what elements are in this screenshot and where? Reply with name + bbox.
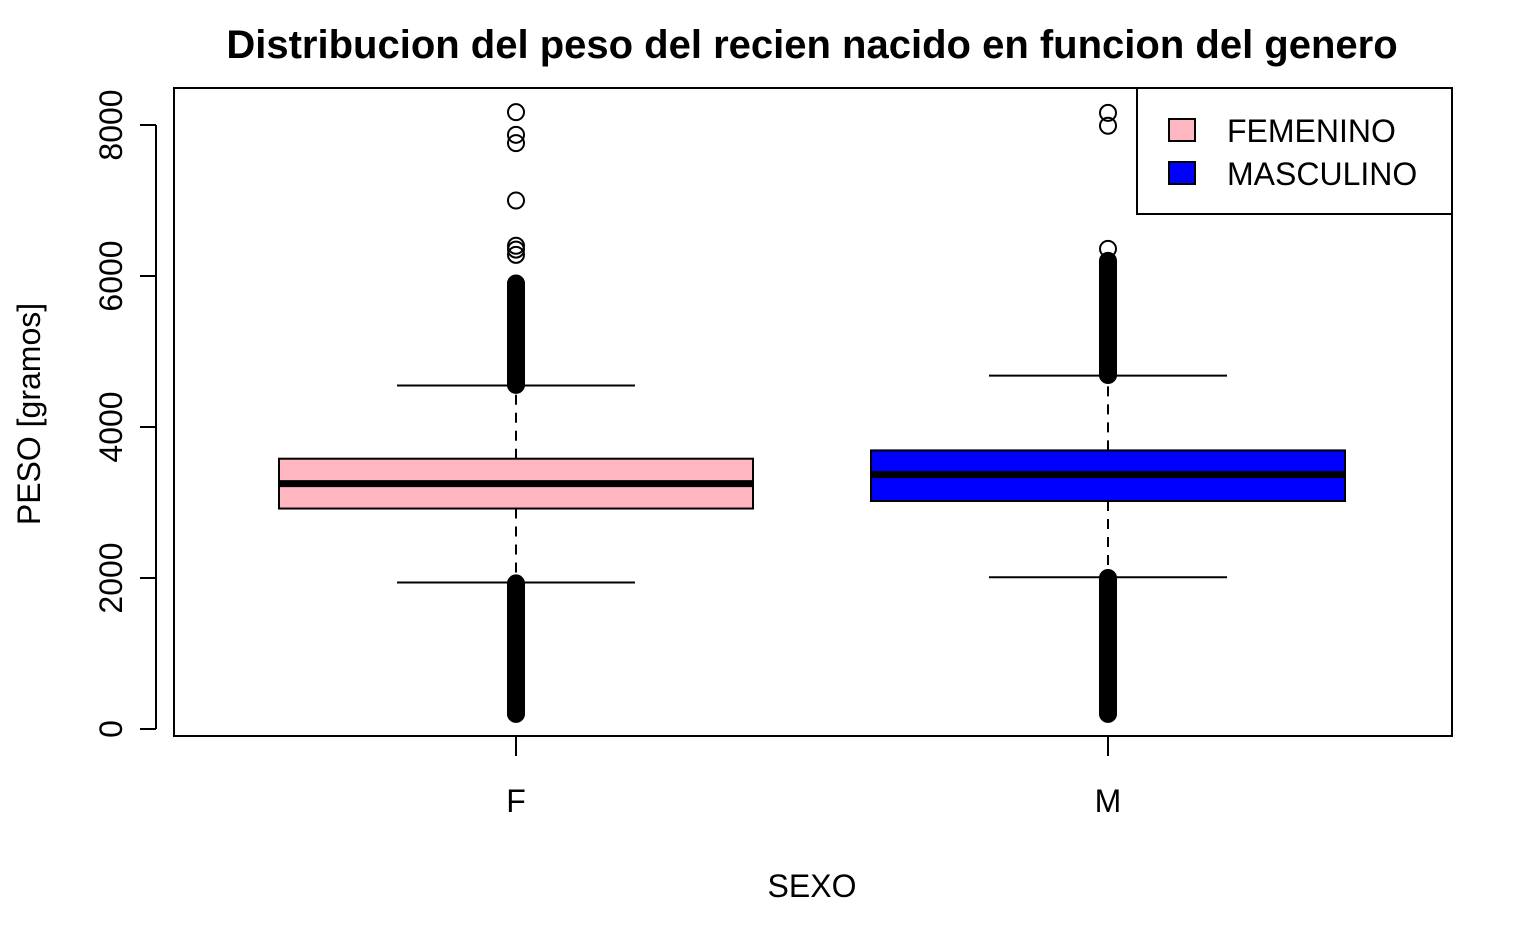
y-tick-label: 6000 (93, 240, 129, 311)
outlier-point (1099, 252, 1117, 271)
legend-swatch (1168, 118, 1196, 142)
legend-label: FEMENINO (1227, 113, 1396, 149)
x-axis-label: SEXO (768, 868, 857, 904)
x-tick-label: M (1095, 783, 1122, 819)
outlier-point (507, 275, 525, 294)
x-tick-label: F (506, 783, 526, 819)
y-tick-label: 8000 (93, 89, 129, 160)
y-axis-label: PESO [gramos] (11, 303, 47, 525)
y-tick-label: 4000 (93, 391, 129, 462)
outlier-point (507, 191, 525, 210)
outlier-point (507, 134, 525, 153)
chart-title: Distribucion del peso del recien nacido … (226, 23, 1397, 67)
y-axis: 0 2000 4000 6000 8000 (93, 89, 157, 738)
box-group-M (870, 103, 1346, 723)
outlier-point (507, 245, 525, 264)
legend: FEMENINO MASCULINO (1136, 87, 1453, 215)
legend-box (1136, 87, 1453, 215)
outlier-point (1099, 116, 1117, 135)
y-tick-label: 0 (93, 720, 129, 738)
legend-swatch (1168, 161, 1196, 185)
boxes-layer (278, 103, 1346, 723)
outlier-point (507, 236, 525, 255)
outlier-point (507, 125, 525, 144)
legend-label: MASCULINO (1227, 156, 1417, 192)
outlier-point (507, 103, 525, 122)
outlier-point (507, 574, 525, 593)
y-tick-label: 2000 (93, 542, 129, 613)
outlier-point (1099, 569, 1117, 587)
plot-frame (173, 87, 1453, 737)
outlier-point (1099, 103, 1117, 122)
box-group-F (278, 103, 754, 723)
